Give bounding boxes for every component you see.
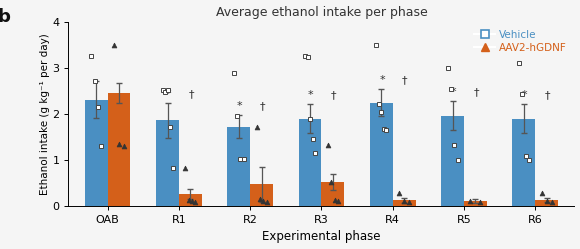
Bar	[535, 200, 558, 206]
Text: †: †	[260, 101, 265, 111]
Bar	[227, 126, 250, 206]
Bar	[108, 93, 130, 206]
Text: *: *	[379, 75, 385, 85]
X-axis label: Experimental phase: Experimental phase	[262, 230, 380, 244]
Bar	[179, 194, 202, 206]
Y-axis label: Ethanol intake (g kg⁻¹ per day): Ethanol intake (g kg⁻¹ per day)	[39, 33, 49, 195]
Text: †: †	[402, 75, 408, 85]
Bar	[85, 100, 108, 206]
Bar	[299, 119, 321, 206]
Bar	[513, 119, 535, 206]
Bar	[156, 120, 179, 206]
Bar	[370, 103, 393, 206]
Text: †: †	[331, 90, 336, 100]
Text: *: *	[451, 87, 456, 97]
Text: b: b	[0, 8, 10, 26]
Bar	[441, 116, 464, 206]
Text: †: †	[473, 87, 479, 97]
Text: *: *	[522, 90, 527, 100]
Bar	[321, 182, 345, 206]
Text: *: *	[165, 89, 171, 99]
Bar	[464, 201, 487, 206]
Text: †: †	[188, 89, 194, 99]
Bar	[250, 184, 273, 206]
Title: Average ethanol intake per phase: Average ethanol intake per phase	[216, 5, 427, 19]
Text: *: *	[237, 101, 242, 111]
Bar	[393, 200, 415, 206]
Legend: Vehicle, AAV2-hGDNF: Vehicle, AAV2-hGDNF	[472, 28, 569, 55]
Text: †: †	[545, 90, 550, 100]
Text: *: *	[308, 90, 314, 100]
